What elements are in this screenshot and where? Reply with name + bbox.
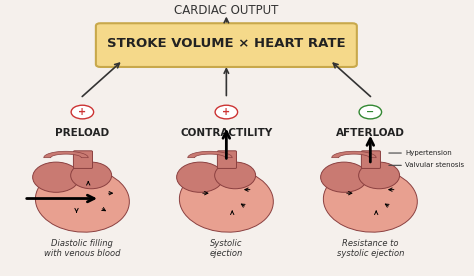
- Polygon shape: [332, 151, 376, 158]
- Text: CONTRACTILITY: CONTRACTILITY: [180, 128, 273, 137]
- Text: AFTERLOAD: AFTERLOAD: [336, 128, 405, 137]
- Text: Hypertension: Hypertension: [405, 150, 452, 156]
- Ellipse shape: [53, 172, 123, 225]
- Text: Systolic
ejection: Systolic ejection: [210, 239, 243, 258]
- Text: −: −: [366, 107, 374, 117]
- Text: STROKE VOLUME × HEART RATE: STROKE VOLUME × HEART RATE: [107, 37, 346, 50]
- Text: +: +: [78, 107, 86, 117]
- Ellipse shape: [179, 168, 273, 232]
- Text: PRELOAD: PRELOAD: [55, 128, 109, 137]
- Text: CARDIAC OUTPUT: CARDIAC OUTPUT: [174, 4, 279, 17]
- Ellipse shape: [323, 168, 417, 232]
- Text: Diastolic filling
with venous blood: Diastolic filling with venous blood: [44, 239, 120, 258]
- Ellipse shape: [359, 162, 400, 189]
- Polygon shape: [188, 151, 232, 158]
- FancyBboxPatch shape: [73, 151, 92, 168]
- Ellipse shape: [215, 162, 255, 189]
- Text: Resistance to
systolic ejection: Resistance to systolic ejection: [337, 239, 404, 258]
- Ellipse shape: [33, 162, 80, 192]
- Polygon shape: [44, 151, 88, 158]
- Ellipse shape: [320, 162, 367, 192]
- Circle shape: [71, 105, 94, 119]
- Circle shape: [215, 105, 237, 119]
- Text: Valvular stenosis: Valvular stenosis: [405, 162, 464, 168]
- FancyBboxPatch shape: [96, 23, 357, 67]
- Text: +: +: [222, 107, 230, 117]
- Ellipse shape: [177, 162, 223, 192]
- FancyBboxPatch shape: [218, 151, 237, 168]
- Ellipse shape: [71, 162, 111, 189]
- FancyBboxPatch shape: [361, 151, 381, 168]
- Ellipse shape: [341, 172, 411, 225]
- Ellipse shape: [36, 168, 129, 232]
- Ellipse shape: [197, 172, 267, 225]
- Circle shape: [359, 105, 382, 119]
